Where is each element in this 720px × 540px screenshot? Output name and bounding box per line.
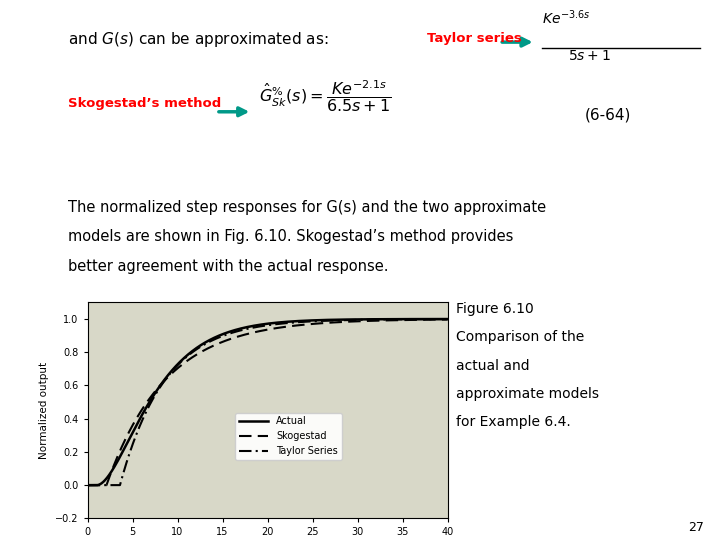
Text: Taylor series: Taylor series	[427, 32, 521, 45]
Legend: Actual, Skogestad, Taylor Series: Actual, Skogestad, Taylor Series	[235, 413, 342, 460]
Skogestad	[444, 316, 452, 323]
Taylor Series	[102, 482, 110, 488]
FancyArrowPatch shape	[219, 108, 246, 116]
Skogestad	[433, 316, 441, 323]
Skogestad	[248, 329, 257, 336]
Taylor Series	[258, 323, 267, 329]
Text: Skogestad’s method: Skogestad’s method	[68, 97, 221, 110]
Text: Figure 6.10: Figure 6.10	[456, 302, 534, 316]
Skogestad	[433, 316, 441, 323]
Y-axis label: Normalized output: Normalized output	[40, 362, 50, 459]
Text: and $G(s)$ can be approximated as:: and $G(s)$ can be approximated as:	[68, 30, 328, 49]
Taylor Series	[433, 316, 441, 322]
Skogestad	[366, 318, 375, 324]
Text: $Ke^{-3.6s}$: $Ke^{-3.6s}$	[542, 8, 591, 26]
Text: (6-64): (6-64)	[585, 108, 631, 123]
Text: The normalized step responses for G(s) and the two approximate: The normalized step responses for G(s) a…	[68, 200, 546, 215]
Text: Comparison of the: Comparison of the	[456, 330, 585, 345]
Taylor Series	[433, 316, 441, 322]
Actual	[102, 476, 110, 482]
Taylor Series	[444, 316, 452, 322]
Text: for Example 6.4.: for Example 6.4.	[456, 415, 571, 429]
FancyArrowPatch shape	[502, 38, 529, 46]
Line: Taylor Series: Taylor Series	[88, 319, 448, 485]
Text: models are shown in Fig. 6.10. Skogestad’s method provides: models are shown in Fig. 6.10. Skogestad…	[68, 230, 513, 245]
Taylor Series	[84, 482, 92, 488]
Text: better agreement with the actual response.: better agreement with the actual respons…	[68, 259, 388, 274]
Line: Actual: Actual	[88, 319, 448, 485]
Text: $\hat{G}_{Sk}^{\%}(s) = \dfrac{Ke^{-2.1s}}{6.5s+1}$: $\hat{G}_{Sk}^{\%}(s) = \dfrac{Ke^{-2.1s…	[259, 78, 392, 114]
Actual	[84, 482, 92, 488]
Taylor Series	[248, 325, 257, 331]
Text: $5s+1$: $5s+1$	[569, 49, 611, 63]
Text: actual and: actual and	[456, 359, 530, 373]
Text: 27: 27	[688, 521, 703, 534]
Actual	[444, 316, 452, 322]
Text: Chapter 6: Chapter 6	[19, 232, 42, 362]
Line: Skogestad: Skogestad	[88, 320, 448, 485]
Actual	[433, 316, 441, 322]
Actual	[258, 321, 267, 328]
Skogestad	[258, 327, 267, 334]
Actual	[248, 323, 257, 329]
Actual	[366, 316, 375, 322]
Skogestad	[84, 482, 92, 488]
Taylor Series	[366, 316, 375, 323]
Text: approximate models: approximate models	[456, 387, 600, 401]
Actual	[433, 316, 441, 322]
Skogestad	[102, 482, 110, 488]
